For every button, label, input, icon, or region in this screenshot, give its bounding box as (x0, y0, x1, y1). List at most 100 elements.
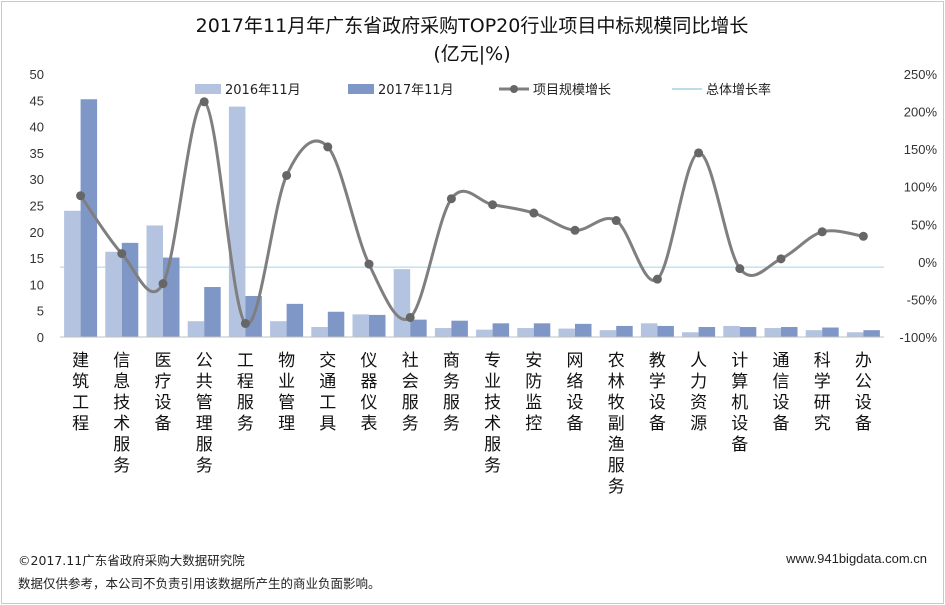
legend-label-3: 总体增长率 (706, 82, 771, 98)
category-label: 仪器仪表 (361, 351, 378, 434)
category-label: 商务服务 (443, 351, 460, 434)
bar-2016-14 (640, 323, 658, 337)
right-tick-label: 0% (918, 255, 937, 270)
disclaimer-text: 数据仅供参考，本公司不负责引用该数据所产生的商业负面影响。 (18, 576, 381, 591)
bar-2016-19 (846, 332, 864, 337)
growth-point-7 (364, 259, 374, 269)
right-tick-label: 200% (904, 105, 938, 120)
growth-point-12 (570, 225, 580, 235)
category-label: 通信设备 (773, 351, 790, 434)
growth-line (79, 100, 864, 326)
growth-point-17 (776, 254, 786, 264)
growth-point-13 (611, 216, 621, 226)
bar-2016-15 (682, 332, 699, 337)
right-tick-label: 150% (904, 142, 938, 157)
left-tick-label: 25 (30, 199, 44, 214)
category-label: 社会服务 (402, 351, 419, 434)
bar-2017-13 (616, 325, 633, 337)
legend-label-2: 项目规模增长 (533, 83, 611, 98)
right-tick-label: -50% (907, 292, 938, 307)
growth-point-2 (158, 279, 168, 289)
bar-2017-17 (781, 327, 798, 337)
growth-point-3 (199, 97, 209, 107)
category-label: 安防监控 (525, 351, 542, 434)
bar-2016-16 (723, 325, 740, 337)
bar-2016-9 (434, 328, 452, 337)
left-tick-label: 15 (30, 251, 44, 266)
bar-2017-15 (698, 327, 716, 337)
category-label: 教学设备 (649, 351, 666, 434)
bar-2017-19 (863, 330, 880, 337)
left-tick-label: 10 (30, 277, 44, 292)
bar-2016-2 (146, 225, 163, 337)
bar-2016-8 (393, 269, 411, 337)
growth-point-10 (488, 200, 498, 210)
left-tick-label: 5 (37, 304, 44, 319)
right-tick-label: 100% (904, 180, 938, 195)
bar-2017-8 (410, 319, 427, 337)
right-tick-label: -100% (899, 330, 937, 345)
left-tick-label: 50 (30, 67, 44, 82)
bar-2017-11 (533, 323, 551, 337)
bar-2016-10 (476, 329, 493, 337)
category-label: 医疗设备 (155, 351, 172, 434)
category-label: 办公设备 (855, 351, 872, 434)
category-label: 公共管理服务 (196, 351, 213, 476)
category-labels: 建筑工程 信息技术服务 医疗设备 公共管理服务 工程服务 物业管理 交通工具 仪器仪表 社会服务… (72, 351, 872, 497)
left-tick-label: 45 (30, 93, 44, 108)
bar-2017-2 (163, 257, 180, 337)
growth-line-series (76, 97, 868, 328)
bar-2016-17 (764, 328, 781, 337)
category-label: 交通工具 (319, 351, 336, 434)
bar-2017-18 (822, 327, 839, 337)
legend-swatch-0 (195, 84, 221, 94)
left-tick-label: 40 (30, 120, 44, 135)
bar-2016-13 (599, 330, 617, 337)
growth-point-18 (817, 227, 827, 237)
category-label: 农林牧副渔服务 (608, 351, 625, 497)
right-tick-label: 250% (904, 67, 938, 82)
left-tick-label: 30 (30, 172, 44, 187)
chart-title: 2017年11月年广东省政府采购TOP20行业项目中标规模同比增长 (196, 15, 749, 37)
category-label: 物业管理 (278, 351, 295, 434)
category-label: 工程服务 (237, 351, 254, 434)
chart-subtitle: (亿元|%) (433, 43, 510, 65)
left-tick-label: 0 (37, 330, 44, 345)
website-link[interactable]: www.941bigdata.com.cn (786, 551, 927, 566)
legend-label-0: 2016年11月 (225, 83, 301, 98)
growth-point-8 (405, 312, 415, 322)
growth-point-14 (652, 274, 662, 284)
legend-marker (510, 85, 518, 93)
legend-swatch-1 (348, 84, 374, 94)
category-label: 人力资源 (690, 351, 707, 434)
bar-2017-16 (739, 327, 757, 337)
bar-2016-5 (270, 321, 287, 337)
bar-2016-1 (105, 251, 122, 337)
legend: 2016年11月 2017年11月 项目规模增长 总体增长率 (195, 82, 771, 98)
bar-2017-1 (121, 242, 139, 337)
bar-2016-6 (311, 327, 328, 337)
growth-point-16 (735, 264, 745, 274)
growth-point-9 (446, 194, 456, 204)
right-axis-ticks: -100% -50% 0% 50% 100% 150% 200% 250% (899, 67, 937, 345)
category-label: 科学研究 (814, 351, 831, 434)
growth-point-5 (282, 170, 292, 180)
growth-point-1 (117, 249, 127, 259)
growth-point-15 (694, 148, 704, 158)
left-tick-label: 20 (30, 225, 44, 240)
bar-2017-14 (657, 325, 674, 337)
category-label: 网络设备 (567, 351, 584, 434)
growth-point-19 (858, 231, 868, 241)
left-tick-label: 35 (30, 146, 44, 161)
category-label: 建筑工程 (72, 351, 89, 434)
bar-2017-10 (492, 323, 510, 337)
growth-point-11 (529, 208, 539, 218)
bar-2017-3 (204, 287, 221, 337)
bar-line-combo-chart: 2017年11月年广东省政府采购TOP20行业项目中标规模同比增长 (亿元|%)… (30, 15, 938, 497)
growth-point-6 (323, 142, 333, 152)
bar-2016-18 (805, 330, 823, 337)
bar-2016-12 (558, 328, 575, 337)
bar-2016-11 (517, 328, 534, 337)
bar-2017-0 (80, 99, 98, 337)
